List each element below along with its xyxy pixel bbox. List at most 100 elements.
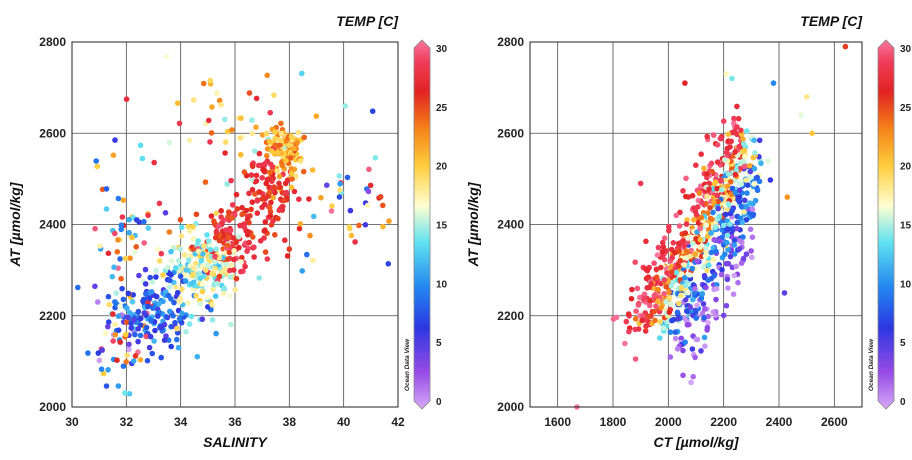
data-point [183,267,189,273]
data-point [118,226,124,233]
data-point [731,272,737,279]
data-point [747,168,754,175]
data-point [155,313,161,319]
data-point [642,266,649,272]
data-point [297,158,304,164]
data-point [743,251,750,257]
data-point [249,176,255,183]
data-point [143,333,149,340]
data-point [96,357,103,364]
data-point [238,268,244,275]
data-point [213,228,220,235]
data-point [177,295,184,302]
data-point [299,268,306,274]
data-point [197,275,203,282]
data-point [114,357,120,364]
data-point [212,258,218,265]
data-point [224,242,231,249]
data-point [119,214,126,220]
data-point [689,346,696,352]
data-point [231,248,237,254]
data-point [702,253,709,259]
data-point [651,308,657,315]
data-point [290,145,297,152]
data-point [842,43,849,50]
y-tick-label: 2200 [497,309,524,323]
data-point [697,244,703,250]
data-point [272,129,279,135]
data-point [362,222,369,228]
data-point [284,177,291,184]
data-point [253,178,260,184]
data-point [233,275,240,282]
data-point [661,235,668,241]
data-point [743,203,749,210]
data-point [204,295,211,301]
data-point [142,266,149,273]
data-point [235,233,242,240]
data-point [218,214,224,220]
data-point [740,141,747,147]
data-point [309,167,316,173]
data-point [386,218,392,224]
data-point [229,202,236,208]
data-point [105,367,111,373]
data-point [193,260,199,267]
data-point [126,341,132,348]
data-point [743,177,749,184]
data-point [676,248,682,254]
data-point [348,232,355,239]
data-point [318,194,324,201]
data-point [728,138,734,145]
data-point [347,207,354,214]
data-point [724,183,731,189]
data-point [714,192,721,199]
data-point [115,383,122,389]
data-point [637,294,643,301]
data-point [196,270,203,277]
data-point [704,267,710,274]
data-point [278,159,285,166]
data-point [133,244,139,250]
data-point [734,219,741,226]
data-point [216,97,223,104]
data-point [346,225,353,232]
data-point [190,265,197,272]
data-point [625,311,632,317]
data-point [667,329,674,336]
data-point [689,192,696,199]
data-point [263,180,270,187]
data-point [264,72,271,79]
y-axis-label: AT [µmol/kg] [7,181,23,267]
data-point [269,164,276,170]
data-point [306,196,312,202]
colorbar: 0 5 10 15 20 25 30 Ocean Data View [404,39,448,410]
data-point [222,266,228,272]
data-point [344,174,351,181]
y-tick-label: 2800 [497,35,524,49]
data-point [668,283,674,289]
data-point [734,103,740,110]
data-point [728,179,734,185]
data-point [688,379,694,386]
data-point [663,283,669,290]
data-point [714,142,721,148]
data-point [146,295,153,301]
data-point [267,109,274,116]
data-point [718,271,725,278]
data-point [166,140,173,146]
data-point [140,297,147,303]
data-point [725,131,731,138]
data-point [156,301,162,307]
data-point [694,302,700,309]
data-point [655,244,662,251]
data-point [336,173,343,179]
data-point [145,212,151,219]
data-point [239,204,245,211]
data-point [251,254,257,260]
data-point [803,94,810,100]
data-point [692,354,698,361]
data-point [699,310,706,317]
data-point [683,175,689,182]
